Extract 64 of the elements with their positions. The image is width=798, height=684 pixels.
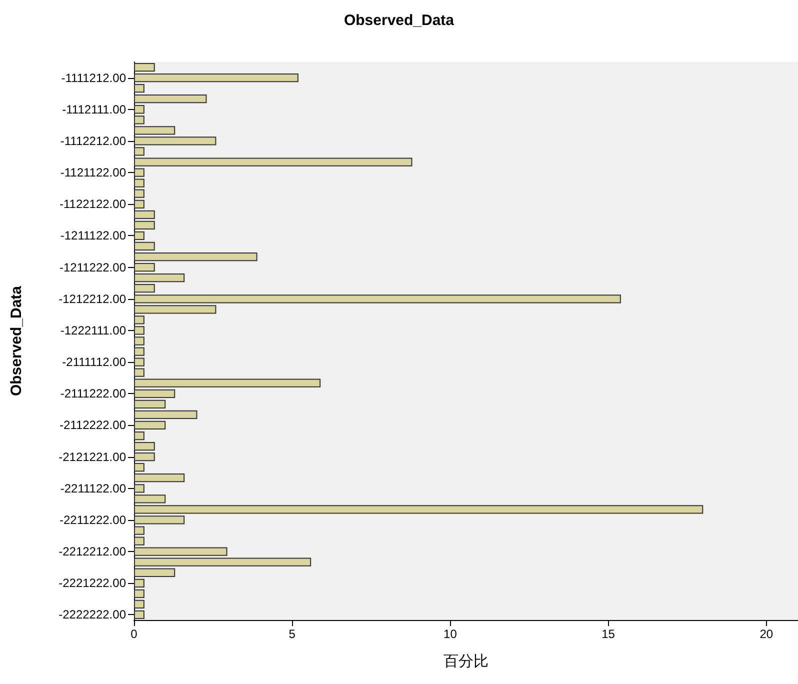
bar [134, 474, 185, 482]
bar [134, 368, 144, 377]
y-tick-label: -1121122.00 [60, 166, 126, 180]
x-tick-label: 15 [602, 627, 616, 641]
bar [134, 494, 166, 504]
bar [134, 242, 155, 251]
bar [134, 578, 144, 588]
y-tick-label: -1211122.00 [60, 228, 126, 243]
y-tick-label: -1111212.00 [61, 70, 126, 85]
x-tick-label: 10 [444, 627, 458, 641]
bar [134, 463, 144, 472]
bar [134, 220, 155, 230]
bar [134, 600, 144, 609]
bar [134, 389, 176, 398]
bar [134, 400, 166, 408]
y-tick-label: -1112111.00 [62, 102, 126, 116]
bar [134, 284, 155, 293]
bar [134, 305, 216, 314]
y-tick-label: -1122122.00 [59, 197, 126, 212]
x-axis-title: 百分比 [444, 653, 488, 670]
bar [134, 200, 144, 208]
x-tick-label: 5 [288, 627, 296, 641]
x-tick-label: 20 [760, 627, 774, 641]
bar [134, 252, 258, 262]
bar [134, 431, 144, 440]
bar [134, 378, 321, 388]
y-tick-label: -2111222.00 [60, 386, 126, 401]
bar [134, 484, 144, 493]
bar [134, 105, 144, 114]
bar [134, 210, 155, 219]
y-tick-label: -2211122.00 [60, 481, 126, 496]
bar [134, 116, 144, 124]
bar [134, 231, 144, 240]
y-tick-label: -1222111.00 [60, 323, 126, 338]
bar [134, 178, 144, 188]
y-axis-title: Observed_Data [8, 285, 25, 396]
y-tick-label: -2212212.00 [58, 544, 126, 559]
bar [134, 410, 198, 420]
bar [134, 94, 207, 104]
bar [134, 189, 144, 198]
bar [134, 589, 144, 598]
y-tick-label: -1212212.00 [58, 292, 126, 306]
y-tick-label: -1112212.00 [60, 134, 126, 148]
bar [134, 442, 155, 451]
x-tick-label: 0 [130, 627, 138, 641]
bar [134, 452, 155, 462]
y-tick-label: -2211222.00 [59, 512, 126, 527]
y-tick-label: -2221222.00 [58, 576, 126, 590]
bar [134, 294, 621, 304]
y-tick-label: -1211222.00 [59, 260, 126, 274]
bar [134, 84, 144, 93]
y-tick-label: -2111112.00 [62, 355, 126, 370]
bar [134, 262, 155, 272]
y-tick-label: -2112222.00 [59, 418, 126, 432]
bar [134, 274, 185, 282]
bar [134, 62, 155, 72]
bar [134, 568, 176, 577]
bar [134, 610, 144, 620]
chart-title: Observed_Data [344, 12, 455, 29]
y-tick-label: -2222222.00 [58, 608, 126, 622]
bar [134, 558, 312, 566]
y-tick-label: -2121221.00 [58, 450, 126, 464]
bar [134, 420, 166, 430]
bar [134, 73, 298, 82]
